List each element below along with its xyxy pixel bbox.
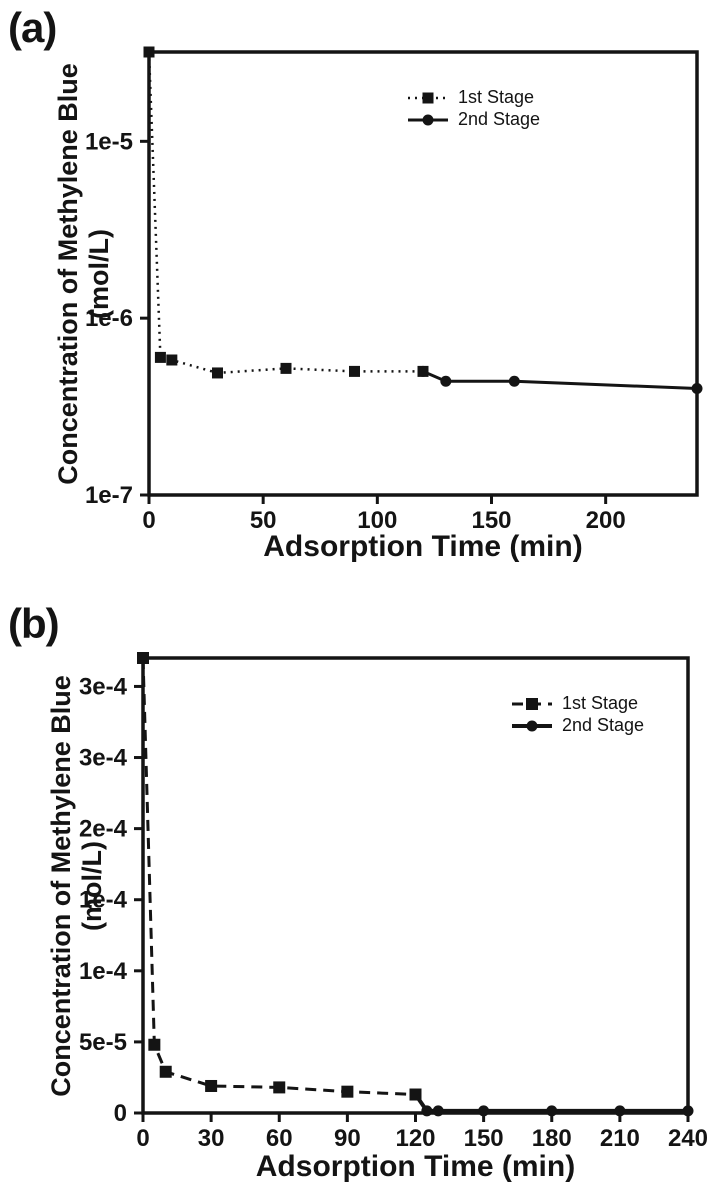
svg-text:60: 60 [266,1125,293,1152]
panel-a-legend-row-2nd-stage: 2nd Stage [408,109,541,129]
svg-text:150: 150 [464,1125,504,1152]
panel-a-x-axis-title: Adsorption Time (min) [263,530,583,563]
panel-b-legend: 1st Stage 2nd Stage [512,693,645,735]
svg-text:100: 100 [357,507,397,534]
panel-b-legend-label-2nd-stage: 2nd Stage [562,715,645,735]
svg-text:1e-4: 1e-4 [79,958,128,985]
panel-a-legend-sample-2nd-stage [408,114,448,125]
svg-text:0: 0 [114,1100,127,1127]
svg-text:240: 240 [668,1125,708,1152]
panel-a-legend-row-1st-stage: 1st Stage [408,87,540,107]
svg-text:120: 120 [395,1125,435,1152]
panel-b-legend-row-2nd-stage: 2nd Stage [512,715,645,735]
panel-b-legend-sample-2nd-stage [512,720,552,731]
svg-text:0: 0 [136,1125,149,1152]
panel-b-y-axis-title-units: (mol/L) [77,841,107,931]
panel-a-plot-area: 0 50 100 150 200 1e-5 1e-6 1e-7 [85,46,703,534]
panel-b-x-axis-title: Adsorption Time (min) [255,1150,576,1183]
svg-text:0: 0 [142,507,155,534]
svg-text:1e-4: 1e-4 [79,887,128,914]
svg-text:180: 180 [532,1125,572,1152]
panel-a-y-axis-title: Concentration of Methylene Blue (mol/L) [53,44,117,504]
svg-text:1e-6: 1e-6 [85,305,133,332]
panel-b-y-axis-title-line1: Concentration of Methylene Blue [46,675,76,1097]
panel-a-legend-sample-1st-stage [408,92,448,103]
svg-text:2e-4: 2e-4 [79,816,128,843]
svg-text:3e-4: 3e-4 [79,745,128,772]
svg-text:3e-4: 3e-4 [79,673,128,700]
panel-b-legend-row-1st-stage: 1st Stage [512,693,644,713]
svg-text:90: 90 [334,1125,361,1152]
svg-text:210: 210 [600,1125,640,1152]
panel-b-label: (b) [8,600,60,647]
panel-b-plot-area: 0 30 60 90 120 150 180 210 240 0 5e-5 1e-4 1e-4 2e-4 3… [79,652,708,1152]
svg-text:30: 30 [198,1125,225,1152]
svg-text:5e-5: 5e-5 [79,1029,127,1056]
panel-a-legend-label-2nd-stage: 2nd Stage [458,109,541,129]
panel-a-legend: 1st Stage 2nd Stage [408,87,541,129]
svg-text:150: 150 [471,507,511,534]
panel-b-legend-sample-1st-stage [512,697,552,710]
svg-text:1e-7: 1e-7 [85,482,133,509]
panel-a-y-axis-title-line1: Concentration of Methylene Blue [53,63,83,485]
panel-b-legend-label-1st-stage: 1st Stage [562,693,639,713]
panel-a-label: (a) [8,4,57,51]
svg-text:200: 200 [586,507,626,534]
panel-b-y-axis-title: Concentration of Methylene Blue (mol/L) [46,656,110,1116]
svg-text:1e-5: 1e-5 [85,128,133,155]
panel-a-legend-label-1st-stage: 1st Stage [458,87,535,107]
panel-a-y-axis-title-units: (mol/L) [84,229,114,319]
svg-text:50: 50 [250,507,277,534]
